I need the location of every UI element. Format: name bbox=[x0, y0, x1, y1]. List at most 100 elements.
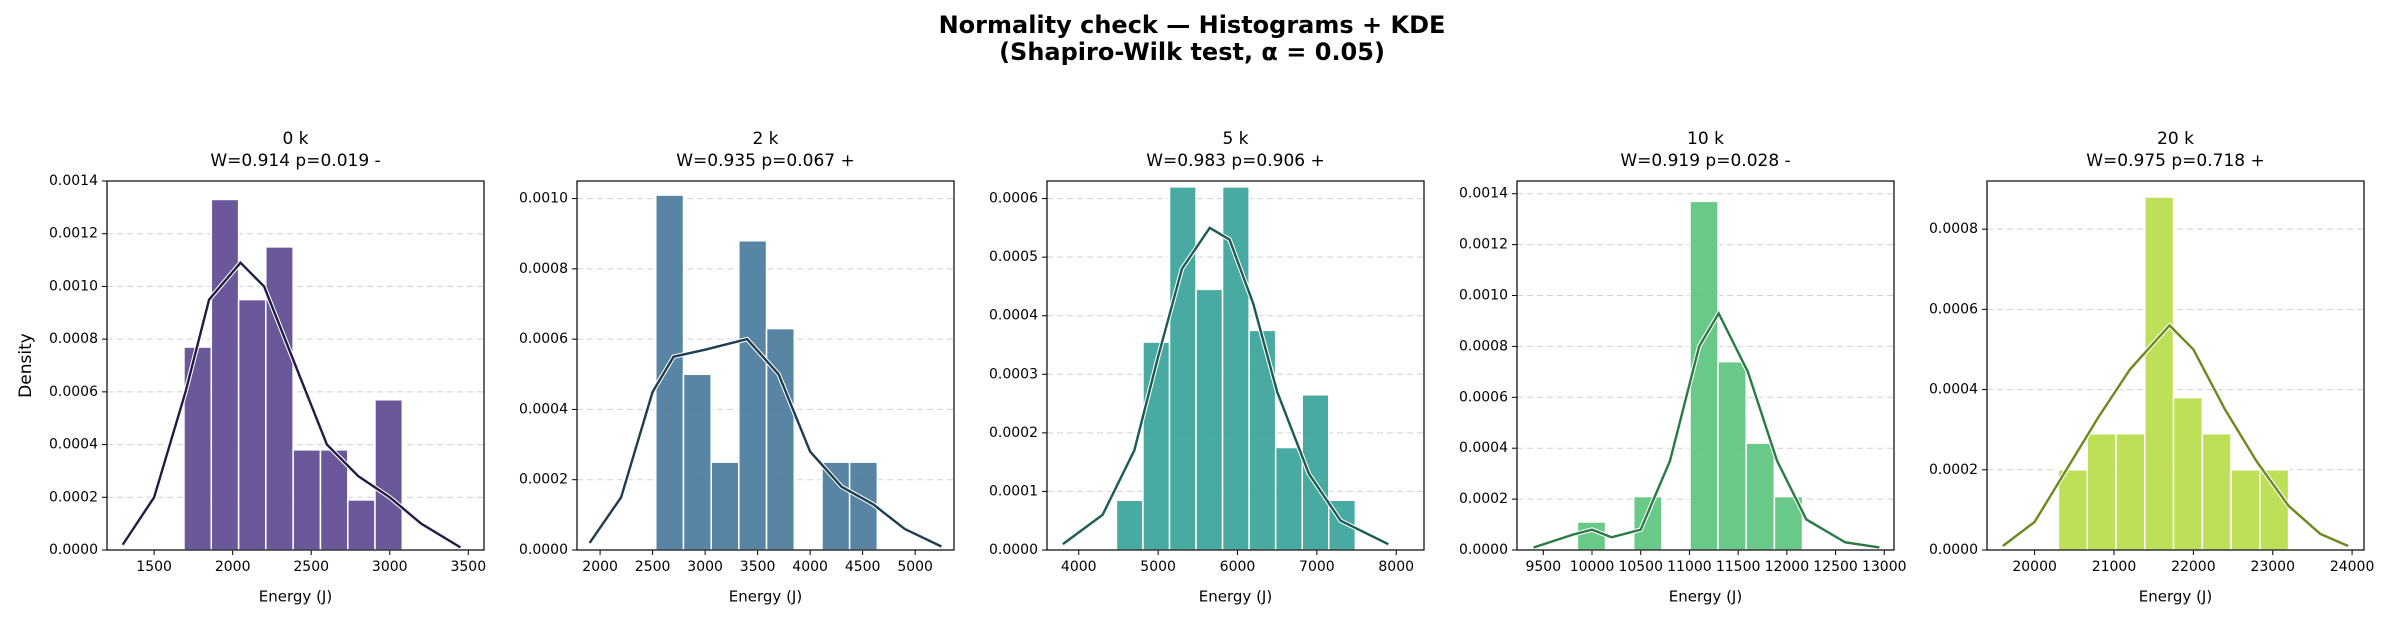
y-tick-label: 0.0014 bbox=[49, 173, 98, 189]
x-tick-label: 2000 bbox=[215, 559, 251, 575]
histogram-bar bbox=[1142, 341, 1171, 551]
y-tick-label: 0.0002 bbox=[519, 472, 568, 488]
y-tick-label: 0.0004 bbox=[49, 437, 98, 453]
panel-subtitle: W=0.935 p=0.067 + bbox=[676, 151, 854, 171]
x-tick-label: 13000 bbox=[1862, 559, 1907, 575]
histogram-bar bbox=[1115, 499, 1144, 551]
x-tick-label: 11500 bbox=[1716, 559, 1761, 575]
y-tick-label: 0.0010 bbox=[49, 278, 98, 294]
figure-subtitle: (Shapiro-Wilk test, α = 0.05) bbox=[999, 38, 1385, 66]
panel-title: 2 k bbox=[752, 129, 778, 149]
axes-frame bbox=[1046, 180, 1425, 551]
histogram-bar bbox=[292, 449, 322, 551]
histogram-bar bbox=[738, 239, 768, 551]
x-tick-label: 3000 bbox=[687, 559, 723, 575]
histogram-bar bbox=[2086, 432, 2117, 551]
x-tick-label: 3500 bbox=[450, 559, 486, 575]
y-tick-label: 0.0000 bbox=[519, 542, 568, 558]
y-tick-label: 0.0008 bbox=[1929, 221, 1978, 237]
histogram-bar bbox=[374, 399, 404, 551]
y-tick-label: 0.0004 bbox=[1459, 440, 1508, 456]
histogram-bar bbox=[1717, 360, 1747, 551]
kde-line bbox=[588, 337, 942, 548]
y-tick-label: 0.0006 bbox=[1929, 301, 1978, 317]
panel-title: 20 k bbox=[2157, 129, 2194, 149]
y-tick-label: 0.0002 bbox=[49, 489, 98, 505]
y-tick-label: 0.0010 bbox=[1459, 288, 1508, 304]
histogram-bar bbox=[265, 246, 294, 551]
y-tick-label: 0.0006 bbox=[989, 191, 1038, 207]
y-axis-label: Density bbox=[16, 333, 36, 398]
histogram-bar bbox=[2201, 432, 2232, 551]
histogram-bar bbox=[2230, 469, 2261, 551]
histogram-bar bbox=[2115, 432, 2146, 551]
histogram-bar bbox=[2144, 196, 2175, 551]
histogram-bar bbox=[765, 327, 796, 551]
histogram-bar bbox=[1274, 446, 1303, 551]
x-axis-label: Energy (J) bbox=[259, 588, 332, 606]
y-tick-label: 0.0008 bbox=[519, 261, 568, 277]
panel-subtitle: W=0.983 p=0.906 + bbox=[1146, 151, 1324, 171]
x-tick-label: 12500 bbox=[1813, 559, 1858, 575]
histogram-bar bbox=[821, 461, 851, 551]
x-tick-label: 5000 bbox=[897, 559, 933, 575]
x-tick-label: 21000 bbox=[2092, 559, 2137, 575]
y-tick-label: 0.0001 bbox=[989, 483, 1038, 499]
axes-frame bbox=[1986, 180, 2365, 551]
y-tick-label: 0.0012 bbox=[49, 226, 98, 242]
panel-subtitle: W=0.975 p=0.718 + bbox=[2086, 151, 2264, 171]
x-tick-label: 10500 bbox=[1618, 559, 1663, 575]
y-tick-label: 0.0006 bbox=[519, 331, 568, 347]
x-tick-label: 22000 bbox=[2171, 559, 2216, 575]
histogram-bar bbox=[1168, 186, 1197, 551]
x-tick-label: 24000 bbox=[2330, 559, 2375, 575]
kde-line bbox=[2002, 323, 2349, 548]
y-tick-label: 0.0000 bbox=[49, 542, 98, 558]
y-tick-label: 0.0004 bbox=[1929, 382, 1978, 398]
axes-frame bbox=[1516, 180, 1895, 551]
x-tick-label: 5000 bbox=[1140, 559, 1176, 575]
panel-title: 0 k bbox=[282, 129, 308, 149]
histogram-bar bbox=[2057, 469, 2088, 551]
histogram-bar bbox=[1745, 442, 1776, 551]
histogram-bar bbox=[1195, 288, 1224, 551]
histogram-bar bbox=[2259, 469, 2290, 551]
histogram-bar bbox=[1576, 521, 1607, 551]
histogram-bar bbox=[1221, 186, 1250, 551]
x-tick-label: 20000 bbox=[2012, 559, 2057, 575]
y-tick-label: 0.0000 bbox=[1929, 542, 1978, 558]
y-tick-label: 0.0002 bbox=[1459, 491, 1508, 507]
y-tick-label: 0.0010 bbox=[519, 191, 568, 207]
x-tick-label: 10000 bbox=[1570, 559, 1615, 575]
panel-subtitle: W=0.914 p=0.019 - bbox=[210, 151, 380, 171]
histogram-bar bbox=[319, 449, 349, 551]
y-tick-label: 0.0008 bbox=[49, 331, 98, 347]
y-tick-label: 0.0002 bbox=[1929, 462, 1978, 478]
histogram-bar bbox=[2172, 396, 2204, 551]
y-tick-label: 0.0005 bbox=[989, 249, 1038, 265]
x-tick-label: 4500 bbox=[845, 559, 881, 575]
x-tick-label: 23000 bbox=[2250, 559, 2295, 575]
histogram-bar bbox=[655, 194, 685, 551]
panel-title: 10 k bbox=[1687, 129, 1724, 149]
y-tick-label: 0.0000 bbox=[1459, 542, 1508, 558]
x-tick-label: 2000 bbox=[582, 559, 618, 575]
x-axis-label: Energy (J) bbox=[2139, 588, 2212, 606]
x-tick-label: 2500 bbox=[293, 559, 329, 575]
y-tick-label: 0.0003 bbox=[989, 366, 1038, 382]
x-tick-label: 8000 bbox=[1378, 559, 1414, 575]
x-tick-label: 9500 bbox=[1525, 559, 1561, 575]
y-tick-label: 0.0002 bbox=[989, 425, 1038, 441]
x-tick-label: 6000 bbox=[1220, 559, 1256, 575]
figure-title: Normality check — Histograms + KDE bbox=[939, 11, 1446, 39]
kde-line bbox=[121, 260, 462, 549]
x-tick-label: 11000 bbox=[1667, 559, 1712, 575]
y-tick-label: 0.0000 bbox=[989, 542, 1038, 558]
histogram-bar bbox=[237, 298, 267, 551]
x-tick-label: 7000 bbox=[1299, 559, 1335, 575]
y-tick-label: 0.0012 bbox=[1459, 237, 1508, 253]
y-tick-label: 0.0004 bbox=[989, 308, 1038, 324]
x-axis-label: Energy (J) bbox=[1669, 588, 1742, 606]
x-axis-label: Energy (J) bbox=[1199, 588, 1272, 606]
